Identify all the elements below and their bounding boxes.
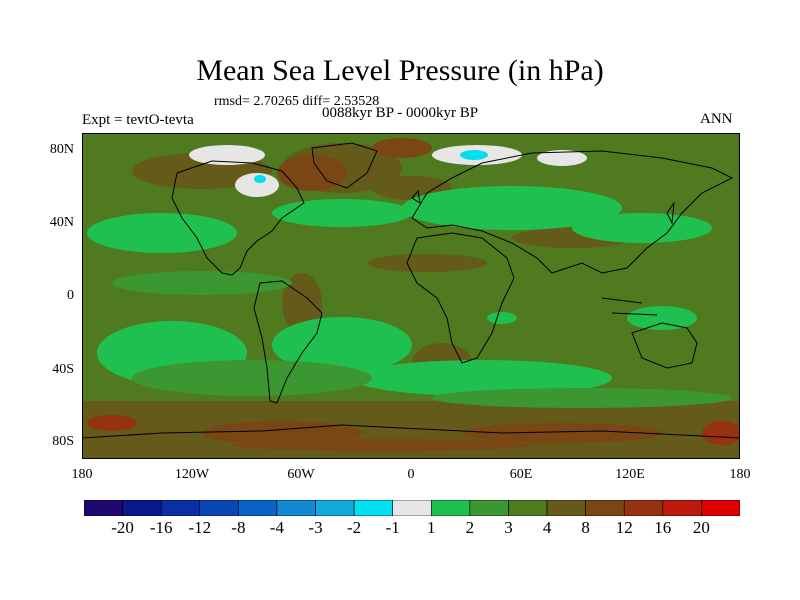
colorbar-tick-label: -8 (231, 518, 246, 537)
time-period-subtitle: 0088kyr BP - 0000kyr BP (321, 105, 479, 121)
colorbar-swatch (469, 500, 509, 516)
anomaly-regions-dark-brown (202, 138, 662, 451)
colorbar-swatch (623, 500, 664, 516)
colorbar-swatch (160, 500, 201, 516)
lat-label-80n: 80N (49, 142, 74, 157)
pressure-anomaly-map (82, 133, 740, 459)
colorbar-tick-label: 20 (692, 518, 710, 537)
lon-label-60e: 60E (509, 467, 533, 482)
map-frame (82, 133, 740, 459)
season-label: ANN (700, 111, 733, 127)
colorbar-tick-label: -20 (111, 518, 134, 537)
colorbar-tick-label: -16 (149, 518, 173, 537)
lat-label-40s: 40S (52, 362, 74, 377)
rmsd-diff-stats: rmsd= 2.70265 diff= 2.53528 (214, 94, 380, 109)
lat-label-80s: 80S (52, 434, 74, 449)
experiment-label: Expt = tevtO-tevta (82, 112, 194, 128)
colorbar-swatch (122, 500, 162, 516)
colorbar-tick-label: -2 (347, 518, 362, 537)
colorbar-tick-label: -3 (308, 518, 323, 537)
lat-label-0: 0 (67, 288, 74, 303)
colorbar-tick-label: 2 (465, 518, 475, 537)
colorbar-tick-label: -1 (385, 518, 400, 537)
colorbar-swatch (508, 500, 548, 516)
lon-label-60w: 60W (287, 467, 315, 482)
lon-label-180w: 180 (71, 467, 93, 482)
colorbar-swatch (315, 500, 355, 516)
colorbar-tick-label: -4 (269, 518, 284, 537)
colorbar-tick-label: -12 (188, 518, 212, 537)
colorbar-swatch (238, 500, 278, 516)
colorbar-swatch (662, 500, 702, 516)
colorbar-tick-label: 16 (654, 518, 672, 537)
anomaly-regions-red (87, 415, 740, 445)
colorbar-swatch (430, 500, 471, 516)
colorbar-tick-label: 1 (427, 518, 436, 537)
lon-label-120w: 120W (174, 467, 210, 482)
colorbar-swatch (701, 500, 740, 516)
lon-label-120e: 120E (615, 467, 645, 482)
lon-label-180e: 180 (729, 467, 751, 482)
map-title: Mean Sea Level Pressure (in hPa) (196, 54, 604, 87)
colorbar-swatch (84, 500, 123, 516)
colorbar-swatch (585, 500, 625, 516)
colorbar-swatch (392, 500, 432, 516)
colorbar-tick-label: 4 (542, 518, 552, 537)
colorbar-tick-label: 8 (581, 518, 590, 537)
colorbar-swatch (353, 500, 394, 516)
coastlines (82, 142, 740, 439)
colorbar-swatch (546, 500, 586, 516)
colorbar-swatch (276, 500, 316, 516)
colorbar (84, 500, 740, 516)
colorbar-swatch (199, 500, 239, 516)
lat-label-40n: 40N (49, 215, 74, 230)
colorbar-tick-label: 12 (615, 518, 633, 537)
anomaly-regions-cyan (254, 150, 488, 183)
colorbar-tick-label: 3 (504, 518, 513, 537)
lon-label-0: 0 (407, 467, 415, 482)
anomaly-regions-mid-green (112, 271, 732, 408)
